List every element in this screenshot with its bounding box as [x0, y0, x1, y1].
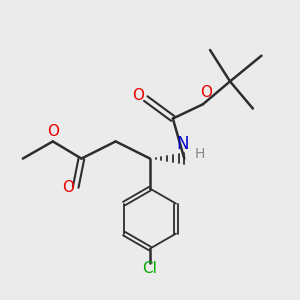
Text: Cl: Cl [142, 261, 158, 276]
Text: O: O [47, 124, 59, 139]
Text: O: O [133, 88, 145, 103]
Text: N: N [177, 135, 189, 153]
Text: O: O [62, 180, 74, 195]
Text: H: H [195, 147, 205, 161]
Text: O: O [200, 85, 212, 100]
